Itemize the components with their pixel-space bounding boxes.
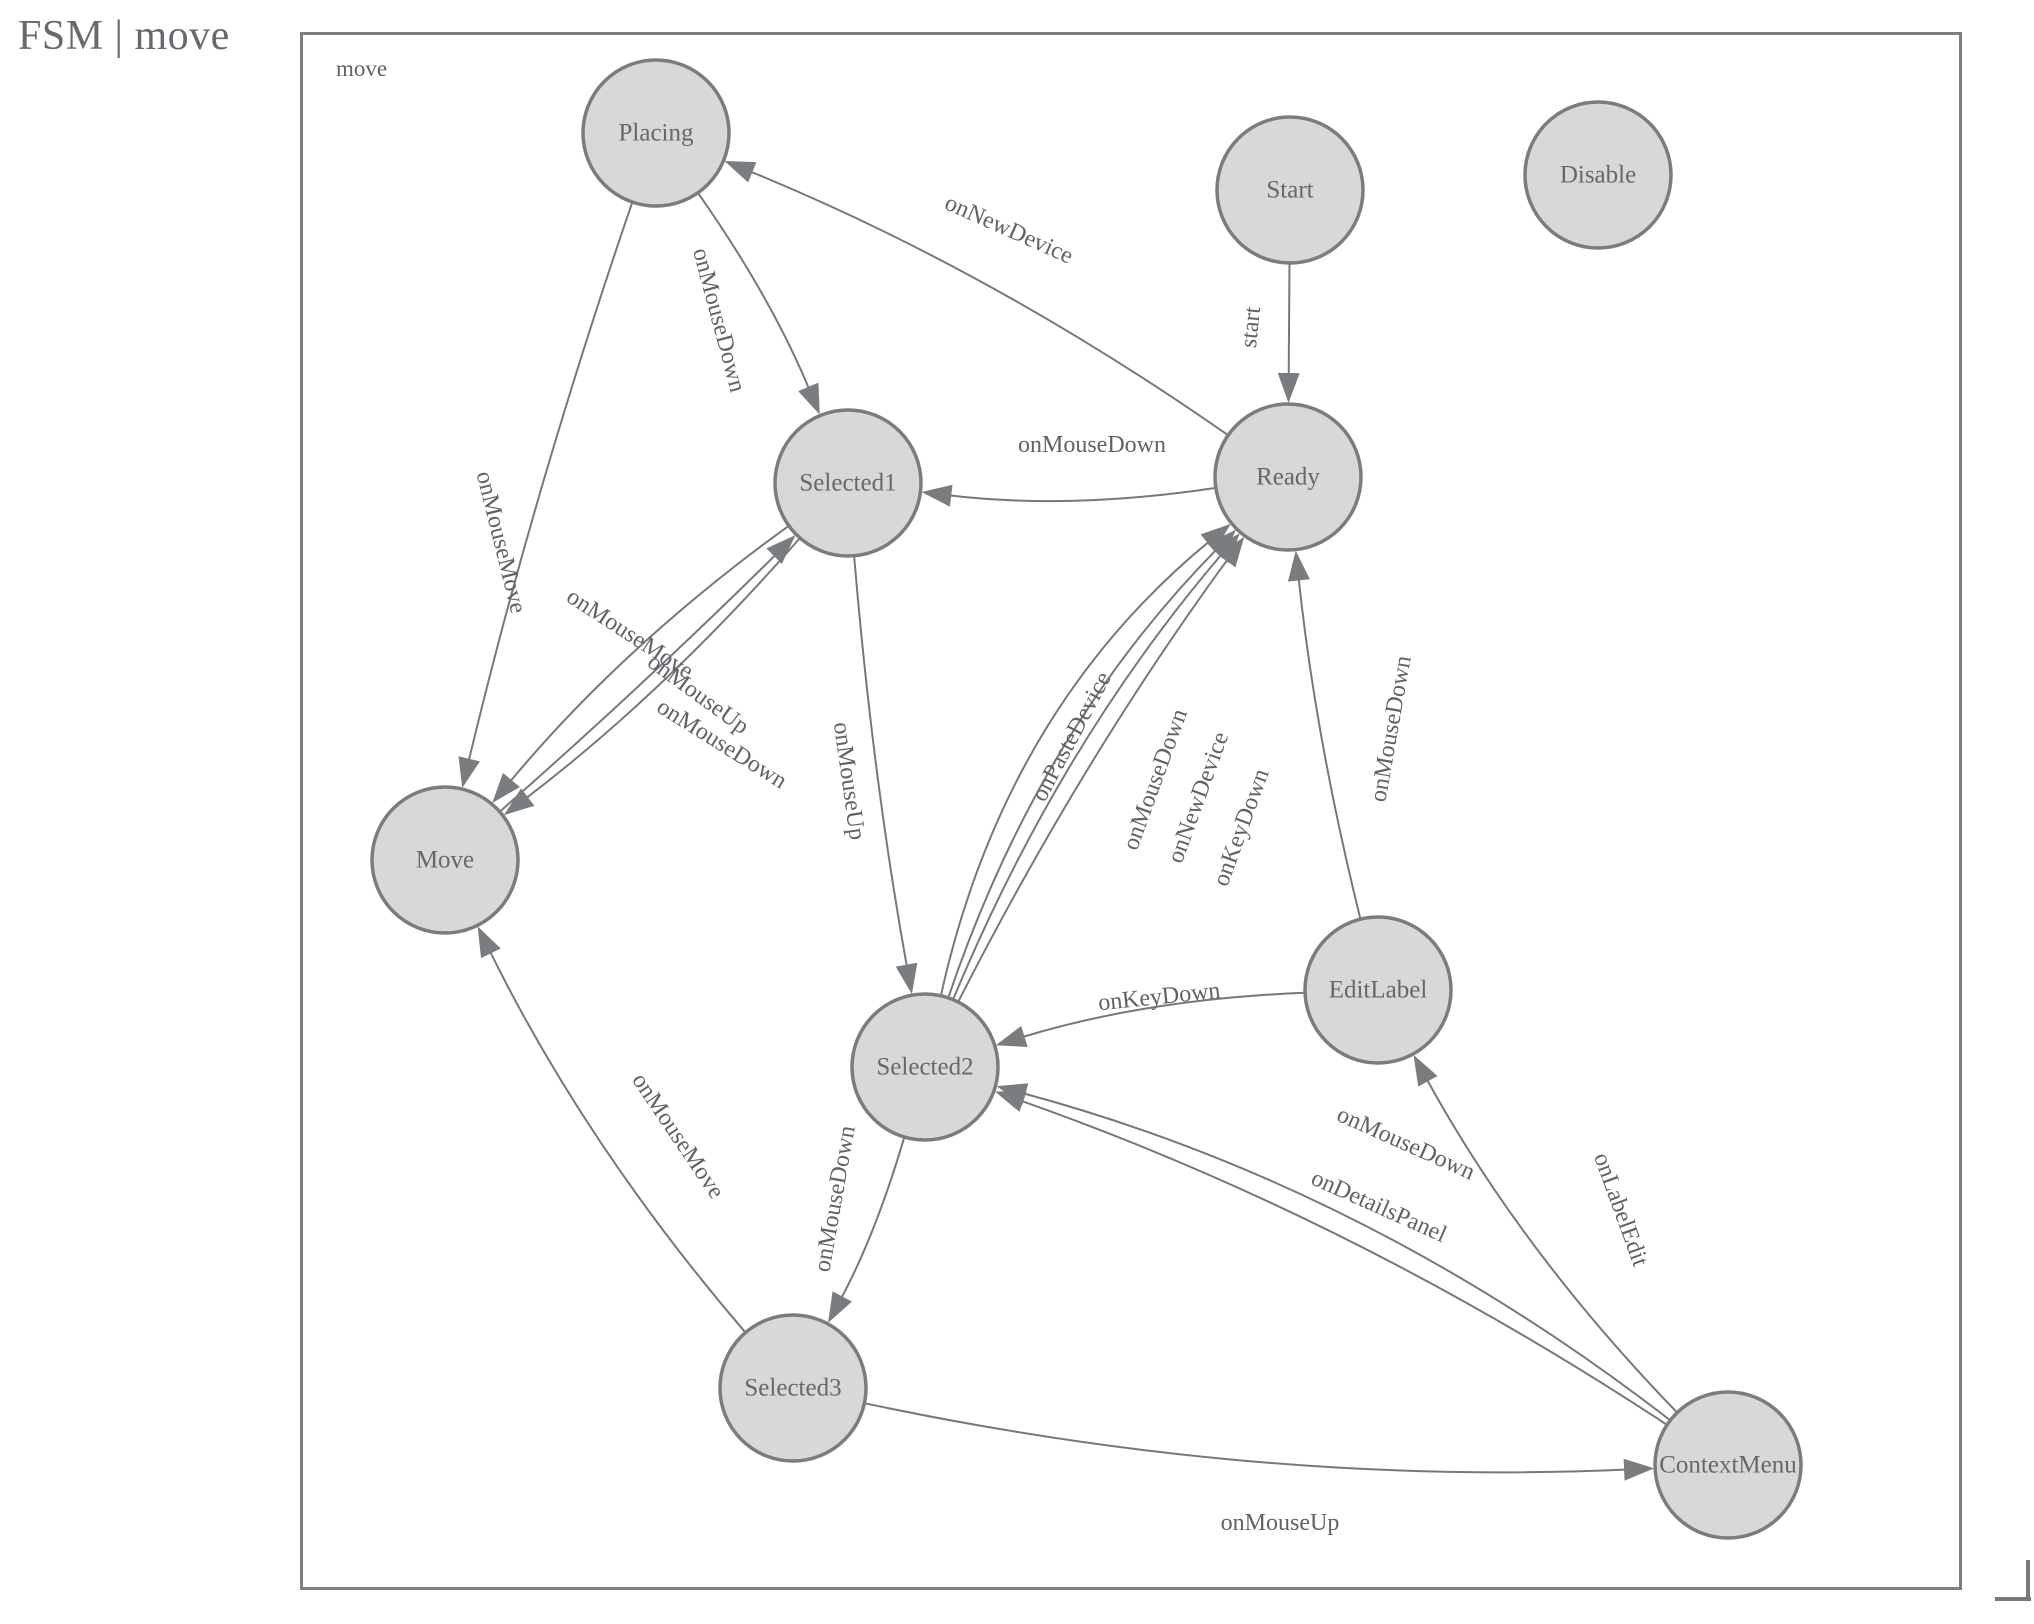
- edge-label: onMouseUp: [828, 720, 870, 841]
- edge-label: onKeyDown: [1097, 978, 1222, 1017]
- state-node-label: Selected1: [799, 470, 896, 497]
- edge-label: onMouseDown: [1365, 654, 1416, 804]
- corner-mark-horizontal: [1995, 1597, 2031, 1601]
- page-title: FSM | move: [18, 13, 230, 59]
- edge-arrowhead: [458, 756, 480, 789]
- edge-selected1-to-move: [508, 524, 790, 784]
- state-node-circle[interactable]: [1215, 115, 1365, 265]
- edge-editlabel-to-selected2: [1020, 991, 1306, 1039]
- edge-selected3-to-contextmenu: [864, 1402, 1629, 1474]
- edge-arrowhead: [828, 1291, 852, 1323]
- edge-contextmenu-to-selected2: [1019, 1099, 1668, 1426]
- state-node-move[interactable]: Move: [370, 785, 520, 935]
- diagram-frame: [300, 32, 1962, 1590]
- edge-arrowhead: [895, 962, 918, 995]
- state-node-ready[interactable]: Ready: [1213, 402, 1363, 552]
- state-node-disable[interactable]: Disable: [1523, 100, 1673, 250]
- edge-move-to-selected1: [499, 552, 778, 813]
- edge-contextmenu-to-selected2: [1021, 1091, 1671, 1422]
- edge-arrowhead: [1211, 533, 1240, 564]
- edge-label: onMouseUp: [1221, 1510, 1340, 1536]
- edge-ready-to-placing: [748, 169, 1229, 437]
- frame-caption: move: [336, 56, 388, 81]
- state-node-editlabel[interactable]: EditLabel: [1303, 915, 1453, 1065]
- edge-placing-to-selected1: [697, 192, 811, 391]
- corner-mark-vertical: [2026, 1560, 2030, 1600]
- state-node-label: EditLabel: [1329, 977, 1428, 1004]
- edge-arrowhead: [477, 926, 501, 959]
- edge-editlabel-to-ready: [1297, 576, 1362, 920]
- edge-arrowhead: [492, 772, 520, 804]
- edge-arrowhead: [1623, 1458, 1655, 1481]
- state-node-circle[interactable]: [718, 1313, 868, 1463]
- edge-label: start: [1236, 305, 1266, 349]
- edge-label: onMouseMove: [626, 1069, 729, 1204]
- edge-label: onKeyDown: [1208, 766, 1274, 890]
- state-node-circle[interactable]: [1303, 915, 1453, 1065]
- edge-arrowhead: [503, 788, 535, 816]
- state-node-label: Selected2: [876, 1054, 973, 1081]
- state-node-label: Start: [1266, 177, 1313, 204]
- edge-arrowhead: [995, 1025, 1028, 1047]
- nodes-layer: Placing Start Disable Selected1 Ready Move Edi…: [370, 58, 1803, 1540]
- edge-label: onMouseMove: [471, 469, 531, 616]
- state-node-selected2[interactable]: Selected2: [850, 992, 1000, 1142]
- state-node-circle[interactable]: [773, 408, 923, 558]
- edge-placing-to-move: [467, 201, 634, 763]
- state-node-label: Ready: [1256, 464, 1320, 491]
- edge-label: onMouseDown: [809, 1124, 860, 1274]
- edge-selected2-to-ready: [952, 552, 1224, 1000]
- edge-arrowhead: [996, 1083, 1029, 1105]
- state-node-circle[interactable]: [1213, 402, 1363, 552]
- state-node-selected1[interactable]: Selected1: [773, 408, 923, 558]
- edge-selected3-to-move: [488, 949, 747, 1334]
- state-node-label: ContextMenu: [1659, 1452, 1797, 1479]
- state-node-label: Move: [416, 847, 474, 874]
- edge-selected2-to-ready: [939, 539, 1212, 996]
- edge-label: onMouseDown: [687, 245, 750, 395]
- edge-arrowhead: [1413, 1054, 1438, 1087]
- edge-arrowhead: [1217, 536, 1245, 568]
- edge-arrowhead: [798, 382, 820, 415]
- edge-selected2-to-ready: [947, 547, 1219, 999]
- state-node-circle[interactable]: [850, 992, 1000, 1142]
- edge-label: onMouseDown: [1333, 1102, 1479, 1186]
- edge-arrowhead: [724, 160, 757, 183]
- edge-label: onNewDevice: [941, 190, 1077, 270]
- edge-arrowhead: [1287, 550, 1310, 582]
- edge-selected1-to-selected2: [853, 555, 909, 969]
- state-node-circle[interactable]: [1653, 1390, 1803, 1540]
- state-node-label: Placing: [619, 120, 694, 147]
- state-node-selected3[interactable]: Selected3: [718, 1313, 868, 1463]
- edge-label: onMouseDown: [1018, 432, 1166, 458]
- state-node-circle[interactable]: [370, 785, 520, 935]
- edges-layer: [458, 160, 1678, 1481]
- state-node-circle[interactable]: [1523, 100, 1673, 250]
- state-node-circle[interactable]: [581, 58, 731, 208]
- edge-selected2-to-ready: [957, 557, 1230, 1003]
- state-node-placing[interactable]: Placing: [581, 58, 731, 208]
- edge-selected1-to-move: [523, 537, 801, 801]
- state-node-start[interactable]: Start: [1215, 115, 1365, 265]
- edge-selected2-to-selected3: [839, 1136, 906, 1301]
- edge-arrowhead: [1277, 372, 1300, 404]
- edge-start-to-ready: [1287, 262, 1291, 378]
- edge-ready-to-selected1: [947, 486, 1216, 503]
- state-node-contextmenu[interactable]: ContextMenu: [1653, 1390, 1803, 1540]
- state-node-label: Disable: [1560, 162, 1636, 189]
- edge-arrowhead: [921, 484, 953, 507]
- edge-labels-layer: start onNewDevice onMouseDown onMouseMove on…: [471, 190, 1654, 1536]
- edge-arrowhead: [766, 535, 796, 565]
- edge-label: onLabelEdit: [1588, 1149, 1653, 1270]
- edge-contextmenu-to-editlabel: [1425, 1077, 1678, 1414]
- state-node-label: Selected3: [744, 1375, 841, 1402]
- edge-arrowhead: [1200, 523, 1231, 552]
